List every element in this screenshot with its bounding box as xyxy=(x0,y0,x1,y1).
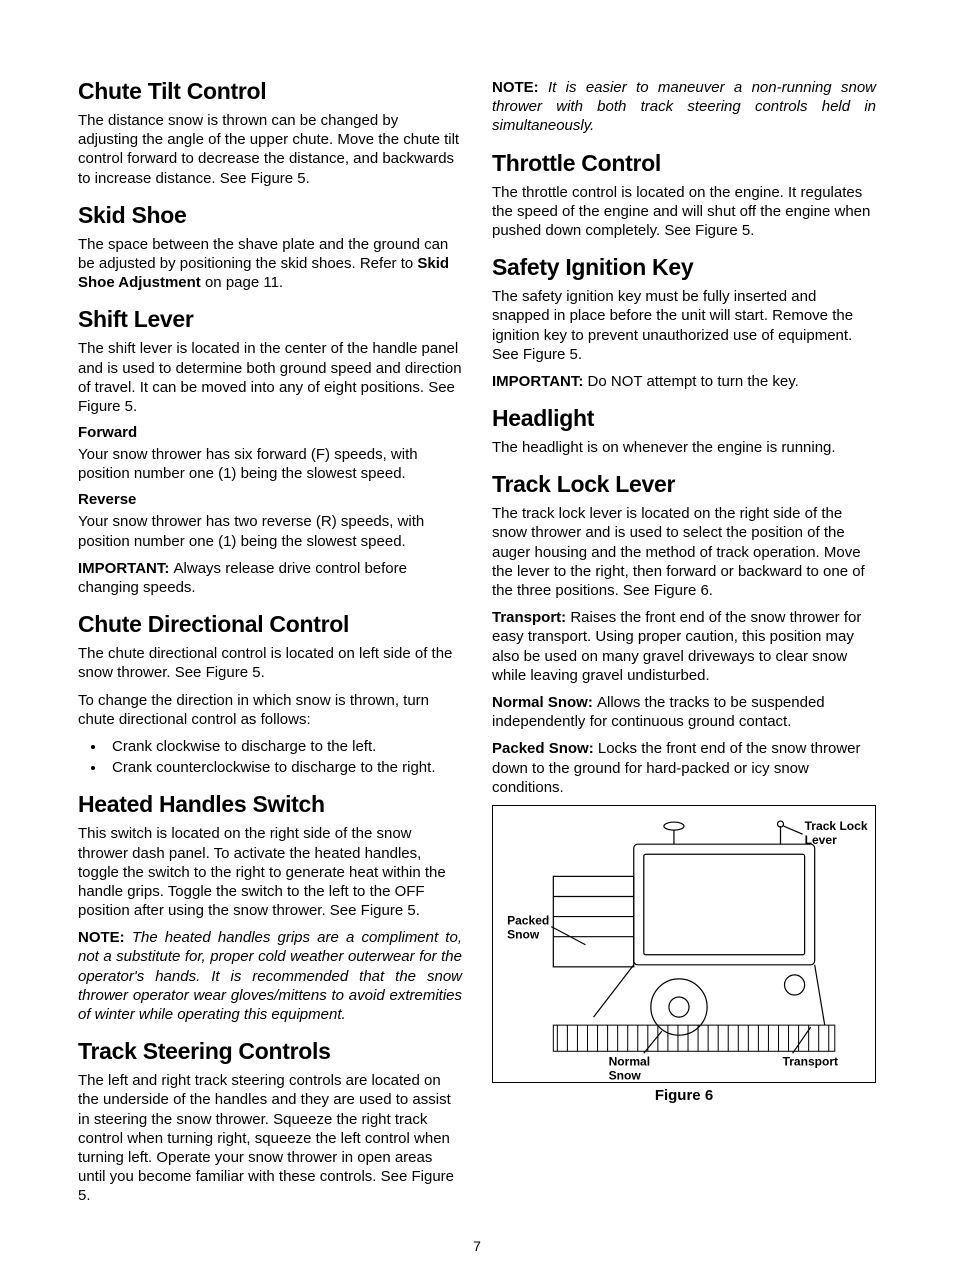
figure-6-box: Track Lock Lever Packed Snow Normal Snow… xyxy=(492,805,876,1083)
important-label: IMPORTANT: xyxy=(78,560,174,577)
label-track-lock-lever-2: Lever xyxy=(805,833,837,847)
heading-headlight: Headlight xyxy=(492,405,876,432)
heading-shift-lever: Shift Lever xyxy=(78,306,462,333)
body-reverse: Your snow thrower has two reverse (R) sp… xyxy=(78,512,462,550)
text: The space between the shave plate and th… xyxy=(78,236,448,272)
important-safety: IMPORTANT: Do NOT attempt to turn the ke… xyxy=(492,372,876,391)
page-columns: Chute Tilt Control The distance snow is … xyxy=(78,78,876,1214)
body-track-lock: The track lock lever is located on the r… xyxy=(492,504,876,600)
heading-heated-handles: Heated Handles Switch xyxy=(78,791,462,818)
body-safety: The safety ignition key must be fully in… xyxy=(492,287,876,364)
body-throttle: The throttle control is located on the e… xyxy=(492,183,876,241)
para-packed-snow: Packed Snow: Locks the front end of the … xyxy=(492,739,876,797)
list-item: Crank clockwise to discharge to the left… xyxy=(106,737,462,756)
page-number: 7 xyxy=(78,1238,876,1254)
label-normal-1: Normal xyxy=(609,1054,651,1068)
important-text: Do NOT attempt to turn the key. xyxy=(588,373,799,390)
body-skid-shoe: The space between the shave plate and th… xyxy=(78,235,462,293)
label-track-lock-lever-1: Track Lock xyxy=(805,819,868,833)
important-shift: IMPORTANT: Always release drive control … xyxy=(78,559,462,597)
note-label: NOTE: xyxy=(78,929,132,946)
label-transport: Transport xyxy=(783,1054,839,1068)
note-text: The heated handles grips are a complimen… xyxy=(78,929,462,1023)
label-packed-1: Packed xyxy=(507,913,549,927)
heading-skid-shoe: Skid Shoe xyxy=(78,202,462,229)
left-column: Chute Tilt Control The distance snow is … xyxy=(78,78,462,1214)
chute-dir-list: Crank clockwise to discharge to the left… xyxy=(78,737,462,777)
body-forward: Your snow thrower has six forward (F) sp… xyxy=(78,445,462,483)
heading-track-lock: Track Lock Lever xyxy=(492,471,876,498)
heading-safety-ignition: Safety Ignition Key xyxy=(492,254,876,281)
body-chute-tilt: The distance snow is thrown can be chang… xyxy=(78,111,462,188)
body-chute-dir-2: To change the direction in which snow is… xyxy=(78,691,462,729)
heading-track-steering: Track Steering Controls xyxy=(78,1038,462,1065)
heading-throttle: Throttle Control xyxy=(492,150,876,177)
note-heated: NOTE: The heated handles grips are a com… xyxy=(78,928,462,1024)
note-label: NOTE: xyxy=(492,79,548,96)
body-heated: This switch is located on the right side… xyxy=(78,824,462,920)
figure-6-diagram: Track Lock Lever Packed Snow Normal Snow… xyxy=(493,806,875,1082)
heading-chute-directional: Chute Directional Control xyxy=(78,611,462,638)
subheading-reverse: Reverse xyxy=(78,491,462,508)
note-text: It is easier to maneuver a non-running s… xyxy=(492,79,876,134)
figure-6-caption: Figure 6 xyxy=(492,1087,876,1104)
label-normal-snow: Normal Snow: xyxy=(492,694,597,711)
body-track-steering: The left and right track steering contro… xyxy=(78,1071,462,1205)
body-headlight: The headlight is on whenever the engine … xyxy=(492,438,876,457)
label-packed-2: Snow xyxy=(507,928,540,942)
para-transport: Transport: Raises the front end of the s… xyxy=(492,608,876,685)
subheading-forward: Forward xyxy=(78,424,462,441)
label-transport: Transport: xyxy=(492,609,570,626)
para-normal-snow: Normal Snow: Allows the tracks to be sus… xyxy=(492,693,876,731)
label-packed-snow: Packed Snow: xyxy=(492,740,598,757)
right-column: NOTE: It is easier to maneuver a non-run… xyxy=(492,78,876,1214)
text: on page 11. xyxy=(201,274,283,291)
body-chute-dir-1: The chute directional control is located… xyxy=(78,644,462,682)
body-shift-lever: The shift lever is located in the center… xyxy=(78,339,462,416)
important-label: IMPORTANT: xyxy=(492,373,588,390)
note-top: NOTE: It is easier to maneuver a non-run… xyxy=(492,78,876,136)
label-normal-2: Snow xyxy=(609,1068,642,1082)
heading-chute-tilt: Chute Tilt Control xyxy=(78,78,462,105)
list-item: Crank counterclockwise to discharge to t… xyxy=(106,758,462,777)
